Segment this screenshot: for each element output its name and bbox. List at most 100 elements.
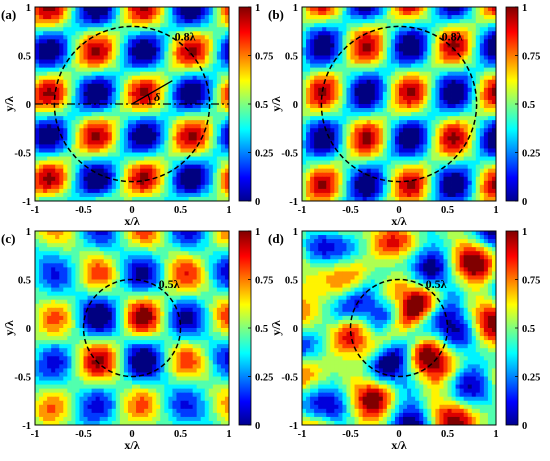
heatmap-cell [391,140,395,144]
heatmap-cell [144,47,148,51]
heatmap-cell [439,19,443,23]
heatmap-cell [217,140,221,144]
heatmap-cell [108,231,112,235]
heatmap-cell [342,104,346,108]
heatmap-cell [92,124,96,128]
heatmap-cell [116,136,120,140]
heatmap-cell [480,68,484,72]
heatmap-cell [96,189,100,193]
heatmap-cell [468,84,472,88]
heatmap-cell [448,157,452,161]
heatmap-cell [484,153,488,157]
heatmap-cell [306,15,310,19]
heatmap-cell [71,84,75,88]
heatmap-cell [39,112,43,116]
heatmap-cell [448,60,452,64]
heatmap-cell [318,64,322,68]
heatmap-cell [326,165,330,169]
heatmap-cell [326,124,330,128]
heatmap-cell [152,255,156,259]
heatmap-cell [363,177,367,181]
heatmap-cell [318,60,322,64]
heatmap-cell [468,64,472,68]
heatmap-cell [63,116,67,120]
heatmap-cell [176,161,180,165]
heatmap-cell [104,64,108,68]
heatmap-cell [88,148,92,152]
heatmap-cell [306,72,310,76]
heatmap-cell [443,76,447,80]
heatmap-cell [116,112,120,116]
heatmap-cell [326,27,330,31]
heatmap-cell [363,11,367,15]
heatmap-cell [205,23,209,27]
heatmap-cell [59,7,63,11]
heatmap-cell [67,132,71,136]
heatmap-cell [51,23,55,27]
heatmap-cell [322,11,326,15]
heatmap-cell [460,136,464,140]
heatmap-cell [411,15,415,19]
heatmap-cell [452,96,456,100]
heatmap-cell [322,51,326,55]
heatmap-cell [160,64,164,68]
heatmap-cell [310,72,314,76]
heatmap-cell [431,153,435,157]
heatmap-cell [148,144,152,148]
heatmap-cell [306,56,310,60]
heatmap-cell [35,60,39,64]
heatmap-cell [371,43,375,47]
heatmap-cell [47,7,51,11]
heatmap-cell [156,72,160,76]
heatmap-cell [334,11,338,15]
heatmap-cell [423,39,427,43]
heatmap-cell [205,43,209,47]
heatmap-cell [168,165,172,169]
heatmap-cell [176,251,180,255]
heatmap-cell [399,47,403,51]
heatmap-cell [342,23,346,27]
heatmap-cell [67,165,71,169]
heatmap-cell [330,189,334,193]
heatmap-cell [351,189,355,193]
heatmap-cell [124,104,128,108]
heatmap-cell [371,15,375,19]
heatmap-cell [326,35,330,39]
heatmap-cell [213,92,217,96]
heatmap-cell [43,60,47,64]
heatmap-cell [387,108,391,112]
heatmap-cell [387,96,391,100]
heatmap-cell [124,189,128,193]
heatmap-cell [55,60,59,64]
heatmap-cell [47,11,51,15]
heatmap-cell [439,92,443,96]
heatmap-cell [43,116,47,120]
heatmap-cell [355,116,359,120]
heatmap-cell [411,11,415,15]
heatmap-cell [47,189,51,193]
heatmap-cell [379,7,383,11]
heatmap-cell [140,104,144,108]
heatmap-cell [217,51,221,55]
heatmap-cell [209,11,213,15]
heatmap-cell [415,165,419,169]
heatmap-cell [383,104,387,108]
heatmap-cell [189,116,193,120]
heatmap-cell [201,140,205,144]
heatmap-cell [96,60,100,64]
heatmap-cell [47,19,51,23]
colorbar-tick-label: 0.75 [255,52,273,63]
heatmap-cell [431,60,435,64]
heatmap-cell [197,136,201,140]
heatmap-cell [88,116,92,120]
heatmap-cell [79,15,83,19]
heatmap-cell [213,76,217,80]
heatmap-cell [185,144,189,148]
heatmap-cell [176,56,180,60]
heatmap-cell [221,104,225,108]
heatmap-cell [415,96,419,100]
heatmap-cell [306,43,310,47]
heatmap-cell [338,144,342,148]
heatmap-cell [156,47,160,51]
heatmap-cell [213,112,217,116]
